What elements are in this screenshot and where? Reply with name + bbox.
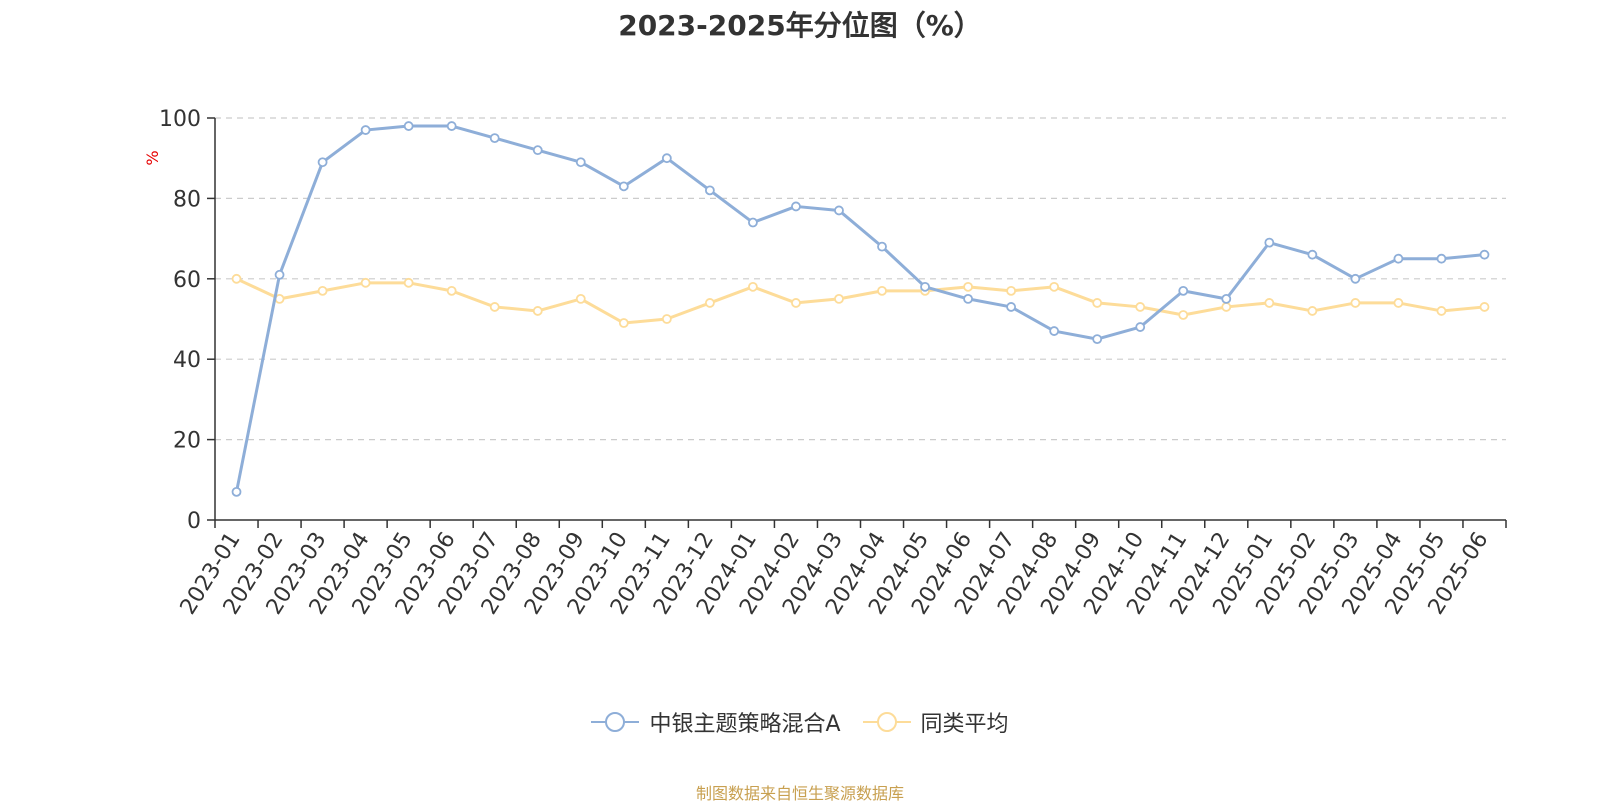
data-point-series-1 — [1178, 285, 1189, 296]
data-point-series-1 — [1393, 253, 1404, 264]
data-point-series-2 — [1264, 298, 1275, 308]
y-tick-label: 100 — [159, 107, 201, 132]
data-point-series-1 — [791, 201, 801, 212]
data-point-series-2 — [575, 293, 586, 304]
data-point-series-1 — [963, 293, 973, 304]
legend: 中银主题策略混合A 同类平均 — [0, 706, 1600, 738]
data-point-series-2 — [704, 298, 715, 308]
data-point-series-2 — [1049, 281, 1060, 292]
data-point-series-1 — [489, 133, 500, 144]
legend-symbol-series-2 — [862, 712, 911, 732]
data-point-series-1 — [446, 121, 457, 131]
data-point-series-1 — [1350, 273, 1361, 284]
data-point-series-2 — [618, 318, 629, 328]
data-point-series-2 — [231, 273, 242, 284]
legend-marker-series-1 — [605, 712, 626, 732]
data-point-series-1 — [1479, 249, 1490, 260]
data-point-series-1 — [274, 269, 285, 280]
data-point-series-1 — [1092, 334, 1103, 345]
data-point-series-1 — [532, 145, 543, 156]
data-point-series-2 — [877, 285, 887, 296]
data-point-series-2 — [1479, 302, 1490, 312]
data-point-series-2 — [446, 285, 457, 296]
data-point-series-2 — [1393, 298, 1404, 308]
y-axis-label: % — [143, 150, 162, 165]
axes: 020406080100%2023-012023-022023-032023-0… — [143, 107, 1507, 619]
data-point-series-1 — [231, 486, 242, 497]
y-tick-label: 20 — [173, 429, 201, 454]
y-tick-label: 60 — [173, 268, 201, 293]
data-point-series-2 — [1221, 302, 1232, 312]
data-point-series-2 — [1436, 306, 1447, 316]
data-point-series-1 — [1264, 237, 1275, 248]
data-point-series-1 — [1221, 293, 1232, 304]
data-point-series-2 — [661, 314, 672, 324]
data-point-series-2 — [791, 298, 801, 308]
series-line-1 — [235, 124, 1485, 493]
data-point-series-1 — [403, 121, 414, 131]
data-point-series-1 — [877, 241, 887, 252]
data-point-series-1 — [1049, 326, 1060, 336]
legend-marker-series-2 — [876, 712, 897, 732]
legend-item-series-1[interactable]: 中银主题策略混合A — [591, 706, 841, 738]
data-point-series-1 — [1135, 322, 1146, 332]
data-point-series-2 — [489, 302, 500, 312]
data-point-series-1 — [360, 125, 371, 135]
data-point-series-1 — [1307, 249, 1318, 260]
legend-item-series-2[interactable]: 同类平均 — [862, 706, 1009, 738]
data-point-series-1 — [704, 185, 715, 196]
data-point-series-1 — [661, 153, 672, 164]
data-point-series-1 — [618, 181, 629, 192]
data-point-series-1 — [1006, 302, 1017, 312]
data-point-series-1 — [920, 281, 930, 292]
series-line-2 — [235, 277, 1485, 325]
data-point-series-2 — [1092, 298, 1103, 308]
legend-symbol-series-1 — [591, 712, 640, 732]
y-tick-label: 80 — [173, 187, 201, 212]
data-point-series-2 — [748, 281, 758, 292]
data-point-series-1 — [317, 157, 328, 168]
data-point-series-2 — [1135, 302, 1146, 312]
data-point-series-2 — [1350, 298, 1361, 308]
data-point-series-2 — [532, 306, 543, 316]
chart-title: 2023-2025年分位图（%） — [618, 9, 982, 42]
data-point-series-2 — [834, 293, 844, 304]
data-point-series-2 — [1307, 306, 1318, 316]
data-point-series-1 — [748, 217, 758, 228]
data-point-series-2 — [1006, 285, 1017, 296]
legend-label-series-2: 同类平均 — [920, 712, 1009, 737]
y-tick-label: 0 — [187, 509, 201, 534]
data-point-series-1 — [575, 157, 586, 168]
data-point-series-1 — [1436, 253, 1447, 264]
data-point-series-2 — [403, 277, 414, 288]
y-tick-label: 40 — [173, 348, 201, 373]
data-point-series-2 — [963, 281, 973, 292]
data-point-series-2 — [1178, 310, 1189, 320]
data-point-series-2 — [360, 277, 371, 288]
series-lines — [231, 121, 1490, 497]
legend-label-series-1: 中银主题策略混合A — [649, 712, 841, 737]
source-note: 制图数据来自恒生聚源数据库 — [695, 784, 904, 803]
data-point-series-1 — [834, 205, 844, 216]
data-point-series-2 — [317, 285, 328, 296]
